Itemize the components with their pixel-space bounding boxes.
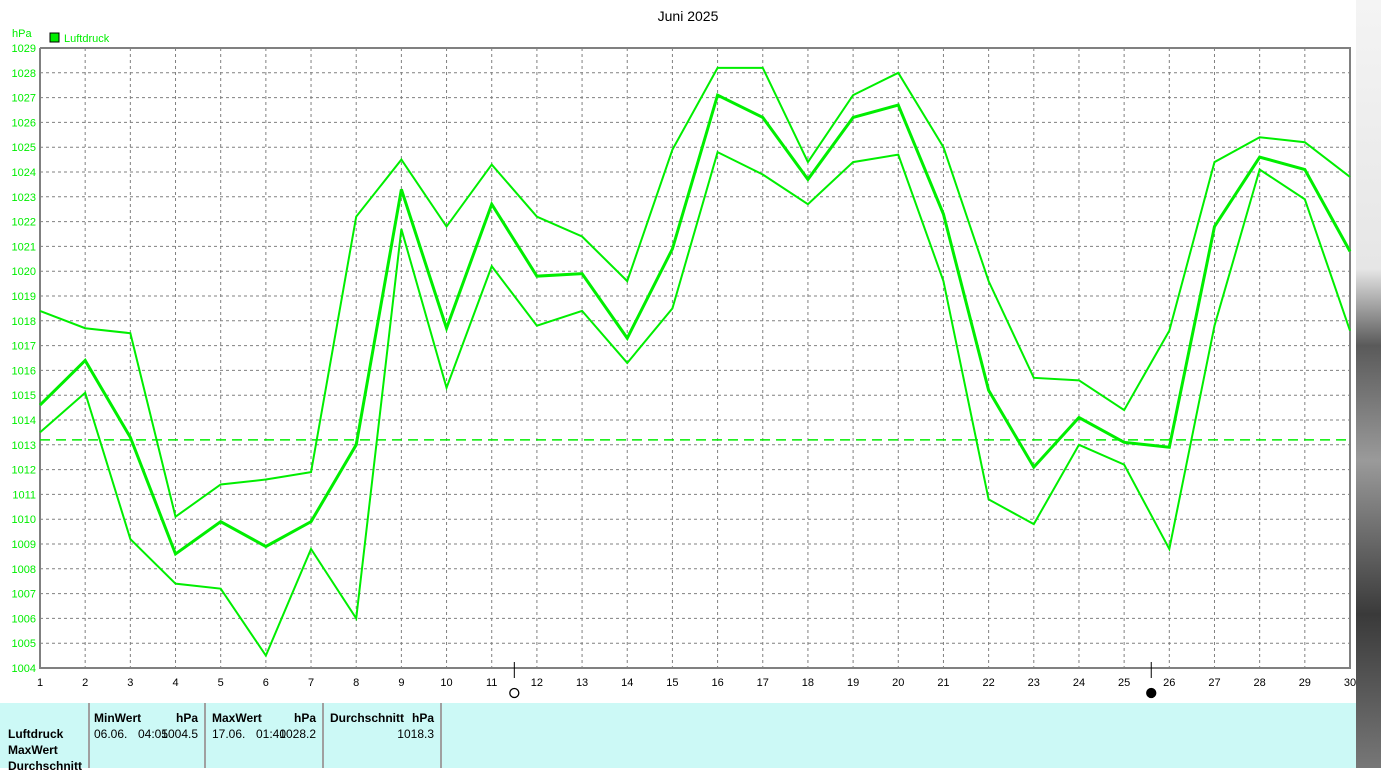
- y-tick-label: 1017: [12, 341, 36, 353]
- x-tick-label: 30: [1344, 677, 1356, 689]
- y-tick-label: 1023: [12, 192, 36, 204]
- plot-frame: [39, 47, 1351, 669]
- x-tick-label: 28: [1254, 677, 1266, 689]
- x-tick-label: 24: [1073, 677, 1085, 689]
- x-tick-label: 15: [666, 677, 678, 689]
- legend-swatch: [49, 32, 60, 43]
- x-tick-label: 1: [37, 677, 43, 689]
- x-tick-label: 8: [353, 677, 359, 689]
- x-tick-label: 20: [892, 677, 904, 689]
- max-date: 17.06.: [212, 727, 246, 741]
- y-tick-label: 1026: [12, 117, 36, 129]
- chart-title: Juni 2025: [658, 8, 719, 24]
- y-tick-label: 1021: [12, 241, 36, 253]
- y-tick-label: 1019: [12, 291, 36, 303]
- avg-unit: hPa: [411, 711, 434, 725]
- x-tick-label: 10: [440, 677, 452, 689]
- x-tick-label: 18: [802, 677, 814, 689]
- avg-header: Durchschnitt: [330, 711, 405, 725]
- x-tick-label: 17: [757, 677, 769, 689]
- x-tick-label: 25: [1118, 677, 1130, 689]
- x-tick-label: 6: [263, 677, 269, 689]
- x-tick-label: 12: [531, 677, 543, 689]
- stats-panel: Luftdruck MaxWert Durchschnitt MinWert h…: [0, 703, 1356, 773]
- max-time: 01:40: [256, 727, 287, 741]
- min-time: 04:05: [138, 727, 169, 741]
- x-tick-label: 9: [398, 677, 404, 689]
- y-tick-label: 1029: [12, 43, 36, 55]
- y-tick-label: 1018: [12, 316, 36, 328]
- y-tick-label: 1011: [12, 489, 36, 501]
- new-moon-icon: [1146, 687, 1157, 699]
- y-tick-label: 1016: [12, 365, 36, 377]
- row-labels: Luftdruck MaxWert Durchschnitt: [0, 703, 90, 773]
- x-tick-label: 3: [127, 677, 133, 689]
- y-tick-label: 1004: [12, 663, 36, 675]
- max-value: 1028.2: [279, 727, 316, 741]
- y-axis-unit: hPa: [12, 28, 32, 40]
- y-tick-label: 1005: [12, 638, 36, 650]
- x-tick-label: 2: [82, 677, 88, 689]
- y-tick-label: 1013: [12, 440, 36, 452]
- x-tick-label: 16: [711, 677, 723, 689]
- avg-value: 1018.3: [397, 727, 434, 741]
- x-tick-label: 19: [847, 677, 859, 689]
- x-tick-label: 11: [486, 677, 497, 689]
- row-label: Durchschnitt: [8, 759, 83, 773]
- pressure-chart: Juni 2025 hPa Luftdruck 1004 1005 1006 1007…: [12, 8, 1356, 699]
- y-tick-label: 1015: [12, 390, 36, 402]
- y-tick-label: 1008: [12, 564, 36, 576]
- y-tick-label: 1028: [12, 68, 36, 80]
- min-header: MinWert: [94, 711, 142, 725]
- max-unit: hPa: [293, 711, 316, 725]
- legend-label: Luftdruck: [64, 33, 110, 45]
- x-tick-label: 27: [1208, 677, 1220, 689]
- row-label: Luftdruck: [8, 727, 64, 741]
- x-tick-label: 29: [1299, 677, 1311, 689]
- x-tick-label: 23: [1028, 677, 1040, 689]
- background-photo: [1356, 0, 1381, 768]
- y-tick-label: 1022: [12, 217, 36, 229]
- series-line-min: [39, 150, 1351, 658]
- full-moon-icon: [509, 687, 520, 699]
- x-tick-label: 22: [982, 677, 994, 689]
- y-tick-label: 1024: [12, 167, 36, 179]
- min-column: MinWert hPa 06.06. 04:05 1004.5: [88, 703, 206, 768]
- series-line-max: [39, 66, 1351, 519]
- y-tick-label: 1025: [12, 142, 36, 154]
- row-label: MaxWert: [8, 743, 58, 757]
- x-tick-label: 5: [218, 677, 224, 689]
- y-tick-label: 1010: [12, 514, 36, 526]
- y-tick-label: 1006: [12, 613, 36, 625]
- min-unit: hPa: [175, 711, 198, 725]
- max-column: MaxWert hPa 17.06. 01:40 1028.2: [206, 703, 324, 768]
- y-tick-label: 1012: [12, 465, 36, 477]
- y-tick-label: 1007: [12, 589, 36, 601]
- x-tick-label: 4: [172, 677, 178, 689]
- x-tick-label: 13: [576, 677, 588, 689]
- avg-column: Durchschnitt hPa 1018.3: [324, 703, 442, 768]
- series-line-avg: [38, 92, 1352, 557]
- y-tick-label: 1027: [12, 93, 36, 105]
- max-header: MaxWert: [212, 711, 262, 725]
- x-tick-label: 7: [308, 677, 314, 689]
- min-date: 06.06.: [94, 727, 128, 741]
- x-tick-label: 26: [1163, 677, 1175, 689]
- min-value: 1004.5: [161, 727, 198, 741]
- x-tick-label: 21: [937, 677, 949, 689]
- y-tick-label: 1009: [12, 539, 36, 551]
- x-tick-label: 14: [621, 677, 633, 689]
- y-tick-label: 1014: [12, 415, 36, 427]
- y-tick-label: 1020: [12, 266, 36, 278]
